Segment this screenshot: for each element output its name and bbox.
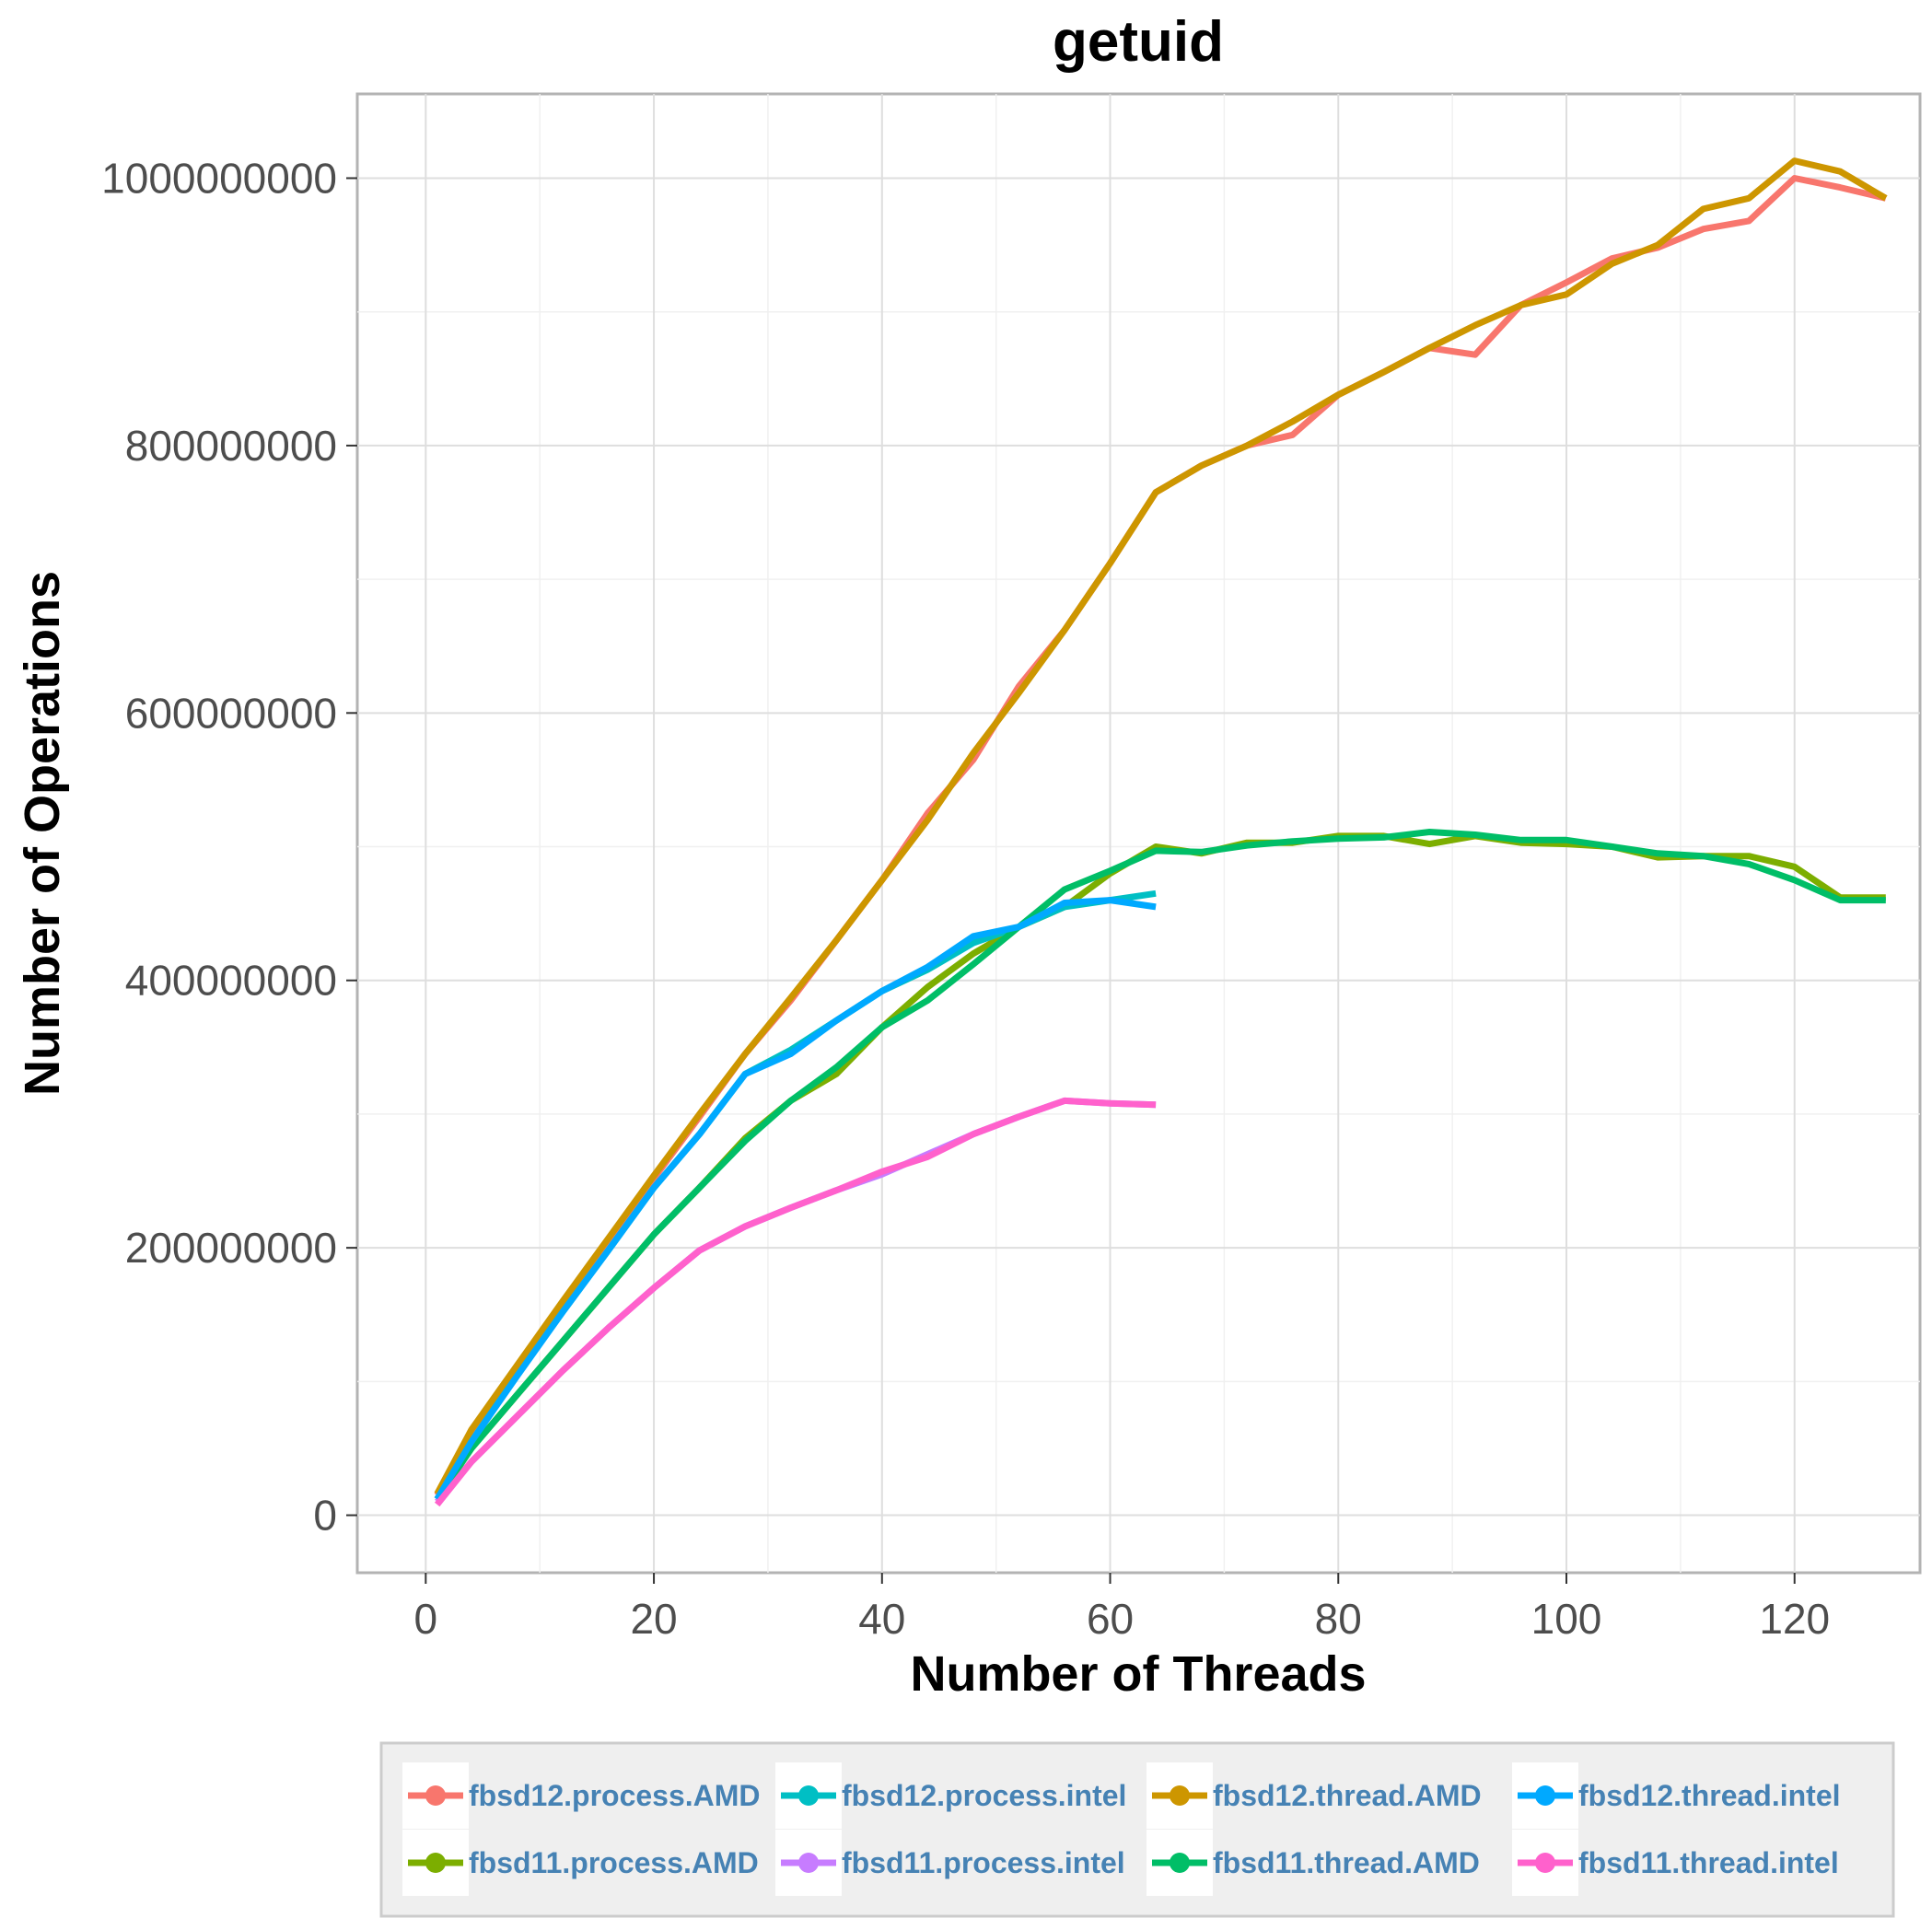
y-axis-ticks: 0 200000000 400000000 600000000 800000000 100… <box>101 154 357 1540</box>
series-line-fbsd11-thread-AMD <box>434 829 1886 1502</box>
legend: fbsd12.process.AMD fbsd11.process.AMD fbsd… <box>402 1762 1841 1896</box>
legend-label: fbsd11.thread.AMD <box>1213 1846 1480 1879</box>
legend-key-fbsd12-thread-intel <box>1512 1762 1578 1829</box>
legend-key-point <box>1535 1853 1555 1873</box>
x-tick-label: 20 <box>630 1595 677 1643</box>
series-line-fbsd11-thread-intel <box>434 1097 1157 1507</box>
legend-key-fbsd12-process-AMD <box>402 1762 469 1829</box>
y-tick-label: 800000000 <box>125 422 337 470</box>
legend-key-point <box>425 1853 446 1873</box>
x-tick-label: 60 <box>1087 1595 1134 1643</box>
y-tick-label: 400000000 <box>125 957 337 1005</box>
legend-key-point <box>798 1853 819 1873</box>
x-axis-ticks: 0 20 40 60 80 100 120 <box>414 1573 1830 1643</box>
legend-key-fbsd12-process-intel <box>775 1762 842 1829</box>
legend-key-fbsd12-thread-AMD <box>1146 1762 1213 1829</box>
legend-label: fbsd12.process.AMD <box>469 1779 761 1812</box>
series-lines <box>434 157 1888 1507</box>
panel-background <box>355 92 1922 1575</box>
x-tick-label: 80 <box>1315 1595 1362 1643</box>
legend-key-point <box>1170 1785 1190 1806</box>
legend-key-fbsd11-process-AMD <box>402 1830 469 1896</box>
legend-label: fbsd11.process.intel <box>842 1846 1125 1879</box>
legend-key-point <box>1170 1853 1190 1873</box>
series-line-fbsd12-thread-AMD <box>434 157 1888 1495</box>
x-tick-label: 120 <box>1759 1595 1830 1643</box>
x-tick-label: 100 <box>1531 1595 1602 1643</box>
y-tick-label: 200000000 <box>125 1224 337 1272</box>
x-axis-title: Number of Threads <box>910 1646 1366 1702</box>
gridlines <box>357 94 1920 1573</box>
legend-label: fbsd12.process.intel <box>842 1779 1126 1812</box>
legend-label: fbsd12.thread.intel <box>1578 1779 1841 1812</box>
legend-key-fbsd11-thread-intel <box>1512 1830 1578 1896</box>
legend-key-point <box>425 1785 446 1806</box>
legend-key-point <box>798 1785 819 1806</box>
legend-label: fbsd11.process.AMD <box>469 1846 759 1879</box>
y-tick-label: 0 <box>313 1492 337 1540</box>
legend-key-fbsd11-thread-AMD <box>1146 1830 1213 1896</box>
legend-key-fbsd11-process-intel <box>775 1830 842 1896</box>
chart-title: getuid <box>1053 10 1224 74</box>
x-tick-label: 40 <box>858 1595 905 1643</box>
y-axis-title: Number of Operations <box>15 571 70 1096</box>
x-tick-label: 0 <box>414 1595 438 1643</box>
y-tick-label: 600000000 <box>125 689 337 737</box>
legend-box <box>379 1741 1895 1918</box>
series-line-fbsd12-thread-intel <box>434 897 1157 1501</box>
y-tick-label: 1000000000 <box>101 154 337 202</box>
legend-label: fbsd11.thread.intel <box>1578 1846 1839 1879</box>
legend-label: fbsd12.thread.AMD <box>1213 1779 1482 1812</box>
legend-key-point <box>1535 1785 1555 1806</box>
